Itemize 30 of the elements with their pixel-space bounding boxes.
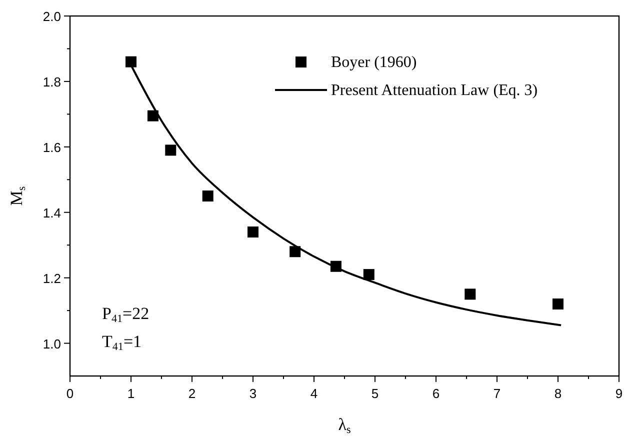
point — [165, 144, 176, 156]
point — [147, 110, 158, 122]
x-tick-label: 4 — [310, 386, 318, 401]
y-tick-label: 1.4 — [42, 205, 61, 220]
point — [464, 288, 476, 300]
point — [126, 56, 136, 68]
legend-label: Present Attenuation Law (Eq. 3) — [331, 82, 538, 99]
x-axis-title: λ$_{s}$ — [338, 415, 351, 436]
x-tick-label: 8 — [554, 386, 562, 401]
x-tick-label: 6 — [432, 386, 440, 401]
point — [290, 246, 301, 258]
annotation: T$_{41}$=1 — [102, 332, 142, 354]
x-tick-label: 9 — [615, 386, 623, 401]
x-tick-label: 3 — [249, 386, 257, 401]
x-tick-label: 0 — [66, 386, 74, 401]
y-tick-label: 1.2 — [42, 270, 61, 286]
legend-label: Boyer (1960) — [331, 54, 417, 71]
y-tick-label: 1.8 — [42, 74, 61, 90]
point — [363, 269, 374, 280]
x-tick-label: 2 — [188, 386, 196, 401]
x-tick-label: 7 — [493, 386, 501, 401]
point — [552, 298, 564, 310]
x-tick-label: 5 — [371, 386, 379, 401]
annotation: P$_{41}$=22 — [102, 304, 150, 326]
y-tick-label: 1.0 — [42, 336, 61, 352]
y-tick-label: 2.0 — [42, 9, 61, 24]
x-tick-label: 1 — [127, 386, 135, 401]
point — [202, 190, 214, 202]
y-tick-label: 1.6 — [42, 140, 61, 155]
point — [248, 226, 258, 238]
